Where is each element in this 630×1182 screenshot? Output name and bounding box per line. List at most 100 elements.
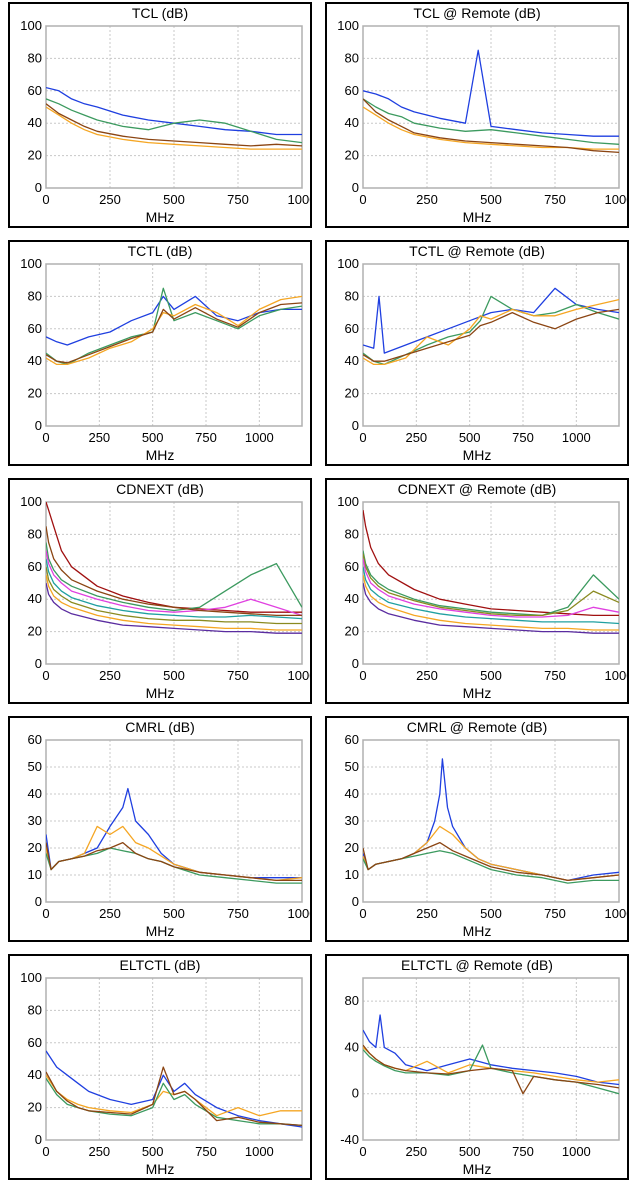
plot-frame: [362, 739, 620, 903]
x-tick-label: 750: [544, 668, 566, 683]
y-tick-label: 60: [28, 559, 42, 574]
y-tick-label: 80: [28, 1002, 42, 1017]
x-tick-label: 250: [99, 192, 121, 207]
y-tick-label: 40: [345, 1039, 359, 1054]
y-tick-label: 40: [345, 353, 359, 368]
y-tick-label: 0: [35, 180, 42, 195]
y-tick-label: 0: [352, 656, 359, 671]
y-tick-label: 40: [345, 115, 359, 130]
x-axis-label: MHz: [145, 447, 175, 463]
series-line-brown: [46, 526, 302, 617]
y-tick-label: 40: [345, 591, 359, 606]
series-line-darkred: [46, 502, 302, 613]
series-line-green: [46, 287, 302, 366]
y-tick-label: 0: [35, 656, 42, 671]
x-tick-label: 1000: [245, 430, 274, 445]
x-tick-label: 500: [163, 906, 185, 921]
x-axis-label: MHz: [145, 1161, 175, 1177]
x-tick-label: 1000: [605, 906, 627, 921]
x-tick-label: 250: [416, 192, 438, 207]
series-line-purple: [46, 582, 302, 634]
y-tick-label: 100: [20, 970, 42, 985]
chart-title: TCL @ Remote (dB): [413, 5, 541, 21]
chart-title: CDNEXT (dB): [116, 481, 204, 497]
x-tick-label: 750: [512, 1144, 534, 1159]
series-line-brown: [363, 1044, 619, 1095]
y-tick-label: 0: [352, 894, 359, 909]
chart-panel-eltctl-remote: -40 0 40 80 0 250 500 750 1000 ELTCTL @ Remote (d…: [325, 954, 629, 1180]
x-tick-label: 500: [163, 192, 185, 207]
series-line-blue: [46, 1050, 302, 1128]
x-axis-label: MHz: [462, 1161, 492, 1177]
chart-panel-tcl-remote: 02040608010002505007501000TCL @ Remote (…: [325, 2, 629, 228]
y-tick-label: 60: [345, 321, 359, 336]
series-line-orange: [363, 574, 619, 631]
y-tick-label: 40: [28, 353, 42, 368]
x-tick-label: 0: [359, 1144, 366, 1159]
series-line-brown: [363, 308, 619, 362]
x-tick-label: 250: [88, 1144, 110, 1159]
chart-title: TCL (dB): [131, 5, 189, 21]
series-group: [363, 287, 619, 366]
y-tick-label: 50: [345, 759, 359, 774]
y-tick-label: 20: [345, 148, 359, 163]
y-tick-label: 40: [28, 591, 42, 606]
x-axis-label: MHz: [462, 923, 492, 939]
y-tick-label: 40: [345, 786, 359, 801]
plot-frame: [362, 263, 620, 427]
series-line-blue: [363, 49, 619, 137]
y-tick-label: 0: [35, 894, 42, 909]
series-line-green: [363, 550, 619, 617]
x-tick-label: 750: [227, 192, 249, 207]
series-line-brown: [363, 98, 619, 154]
chart-title: CMRL (dB): [125, 719, 195, 735]
plot-frame: [362, 977, 620, 1141]
y-tick-label: 20: [28, 840, 42, 855]
y-tick-label: 0: [35, 1132, 42, 1147]
series-line-orange: [363, 298, 619, 366]
chart-title: TCTL (dB): [127, 243, 193, 259]
x-tick-label: 0: [359, 430, 366, 445]
y-tick-label: 20: [345, 624, 359, 639]
x-tick-label: 0: [359, 906, 366, 921]
series-line-brown: [46, 841, 302, 882]
series-line-darkred: [363, 509, 619, 617]
x-tick-label: 1000: [288, 668, 310, 683]
x-tick-label: 0: [42, 668, 49, 683]
series-line-green: [46, 542, 302, 612]
x-tick-label: 750: [227, 906, 249, 921]
series-line-blue: [363, 287, 619, 354]
chart-title: ELTCTL (dB): [119, 957, 201, 973]
x-tick-label: 0: [42, 192, 49, 207]
y-tick-label: 0: [352, 418, 359, 433]
series-line-blue: [363, 1014, 619, 1086]
series-line-olive: [46, 566, 302, 625]
y-tick-label: 20: [28, 1100, 42, 1115]
x-tick-label: 250: [99, 906, 121, 921]
y-tick-label: 40: [28, 786, 42, 801]
x-axis-label: MHz: [145, 685, 175, 701]
series-group: [46, 86, 302, 150]
x-axis-label: MHz: [462, 685, 492, 701]
series-group: [46, 787, 302, 884]
x-tick-label: 750: [544, 192, 566, 207]
series-group: [363, 1014, 619, 1095]
x-tick-label: 0: [42, 430, 49, 445]
y-tick-label: 20: [28, 386, 42, 401]
series-line-brown: [363, 841, 619, 882]
x-tick-label: 750: [227, 668, 249, 683]
x-axis-label: MHz: [462, 447, 492, 463]
x-tick-label: 1000: [562, 430, 591, 445]
x-tick-label: 750: [195, 430, 217, 445]
y-tick-label: 60: [28, 321, 42, 336]
series-group: [363, 49, 619, 154]
x-tick-label: 1000: [562, 1144, 591, 1159]
x-tick-label: 250: [416, 668, 438, 683]
series-line-teal: [46, 558, 302, 620]
series-group: [46, 502, 302, 634]
x-tick-label: 500: [480, 906, 502, 921]
